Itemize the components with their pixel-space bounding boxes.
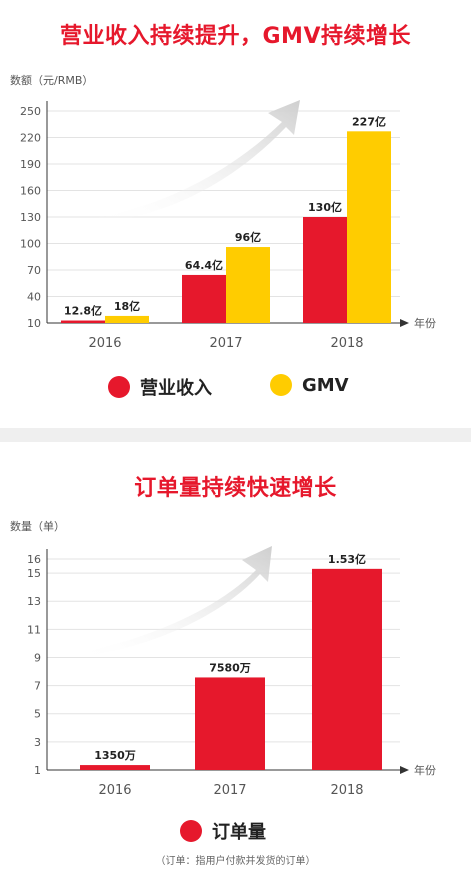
x-axis-arrow-icon	[400, 766, 409, 774]
bar-2017-s1	[226, 247, 270, 323]
legend-gmv-label: GMV	[302, 374, 349, 396]
x-axis-label: 年份	[414, 763, 436, 777]
trend-arrow-icon	[72, 546, 272, 658]
orders-footnote: （订单：指用户付款并发货的订单）	[155, 856, 316, 867]
x-tick-label-2016: 2016	[98, 783, 131, 798]
x-tick-label-2018: 2018	[330, 336, 363, 351]
y-tick-label: 70	[27, 264, 41, 277]
data-label-2017-s1: 96亿	[235, 230, 261, 244]
legend-gmv: GMV	[270, 374, 349, 396]
orders-chart: 数量（单）1357911131516年份1350万20167580万20171.…	[10, 520, 436, 798]
y-tick-label: 3	[34, 736, 41, 749]
legend-orders-swatch	[180, 820, 202, 842]
legend-revenue-label: 营业收入	[140, 378, 212, 399]
y-axis-label: 数量（单）	[10, 520, 65, 533]
bar-2017-s0	[195, 677, 265, 770]
legend-revenue: 营业收入	[108, 374, 212, 400]
y-tick-label: 100	[20, 238, 41, 251]
chart1-title: 营业收入持续提升，GMV持续增长	[60, 24, 411, 49]
y-axis-label: 数额（元/RMB）	[10, 74, 93, 87]
y-tick-label: 1	[34, 764, 41, 777]
legend-orders: 订单量	[180, 818, 266, 844]
data-label-2016-s1: 18亿	[114, 299, 140, 313]
y-tick-label: 190	[20, 158, 41, 171]
x-tick-label-2016: 2016	[88, 336, 121, 351]
y-tick-label: 250	[20, 105, 41, 118]
bar-2016-s1	[105, 315, 149, 323]
y-tick-label: 11	[27, 623, 41, 636]
x-axis-label: 年份	[414, 316, 436, 330]
trend-arrow-icon	[92, 100, 300, 222]
section-divider	[0, 428, 471, 442]
data-label-2018-s0: 1.53亿	[328, 552, 366, 566]
y-tick-label: 160	[20, 185, 41, 198]
bar-2017-s0	[182, 274, 226, 323]
legend-gmv-swatch	[270, 374, 292, 396]
bar-2018-s0	[303, 217, 347, 323]
x-tick-label-2017: 2017	[209, 336, 242, 351]
data-label-2017-s0: 7580万	[209, 661, 251, 674]
x-tick-label-2018: 2018	[330, 783, 363, 798]
y-tick-label: 16	[27, 553, 41, 566]
chart2-title: 订单量持续快速增长	[134, 476, 337, 501]
data-label-2016-s0: 1350万	[94, 749, 136, 762]
y-tick-label: 9	[34, 651, 41, 664]
x-tick-label-2017: 2017	[213, 783, 246, 798]
y-tick-label: 10	[27, 317, 41, 330]
y-tick-label: 220	[20, 132, 41, 145]
revenue-gmv-panel: 营业收入持续提升，GMV持续增长 数额（元/RMB） 10 40 70 100 130 16…	[0, 0, 471, 428]
y-tick-label: 5	[34, 708, 41, 721]
bar-2016-s0	[80, 765, 150, 770]
revenue-gmv-chart: 数额（元/RMB） 10 40 70 100 130 160 190 220 250 年份 12.8亿…	[10, 74, 436, 351]
data-label-2016-s0: 12.8亿	[64, 304, 102, 318]
y-tick-label: 130	[20, 211, 41, 224]
legend-orders-label: 订单量	[212, 822, 266, 843]
x-axis-arrow-icon	[400, 319, 409, 327]
data-label-2018-s0: 130亿	[308, 200, 342, 214]
bar-2018-s1	[347, 131, 391, 323]
y-tick-label: 13	[27, 595, 41, 608]
y-tick-label: 7	[34, 680, 41, 693]
y-tick-label: 15	[27, 567, 41, 580]
bar-2016-s0	[61, 320, 105, 323]
legend-revenue-swatch	[108, 376, 130, 398]
bar-2018-s0	[312, 568, 382, 770]
data-label-2017-s0: 64.4亿	[185, 258, 223, 272]
orders-panel: 订单量持续快速增长 数量（单） 1 3 5 7 9 11 13 15 16 年份 1350万 2016 7…	[0, 442, 471, 880]
y-tick-label: 40	[27, 291, 41, 304]
data-label-2018-s1: 227亿	[352, 114, 386, 128]
